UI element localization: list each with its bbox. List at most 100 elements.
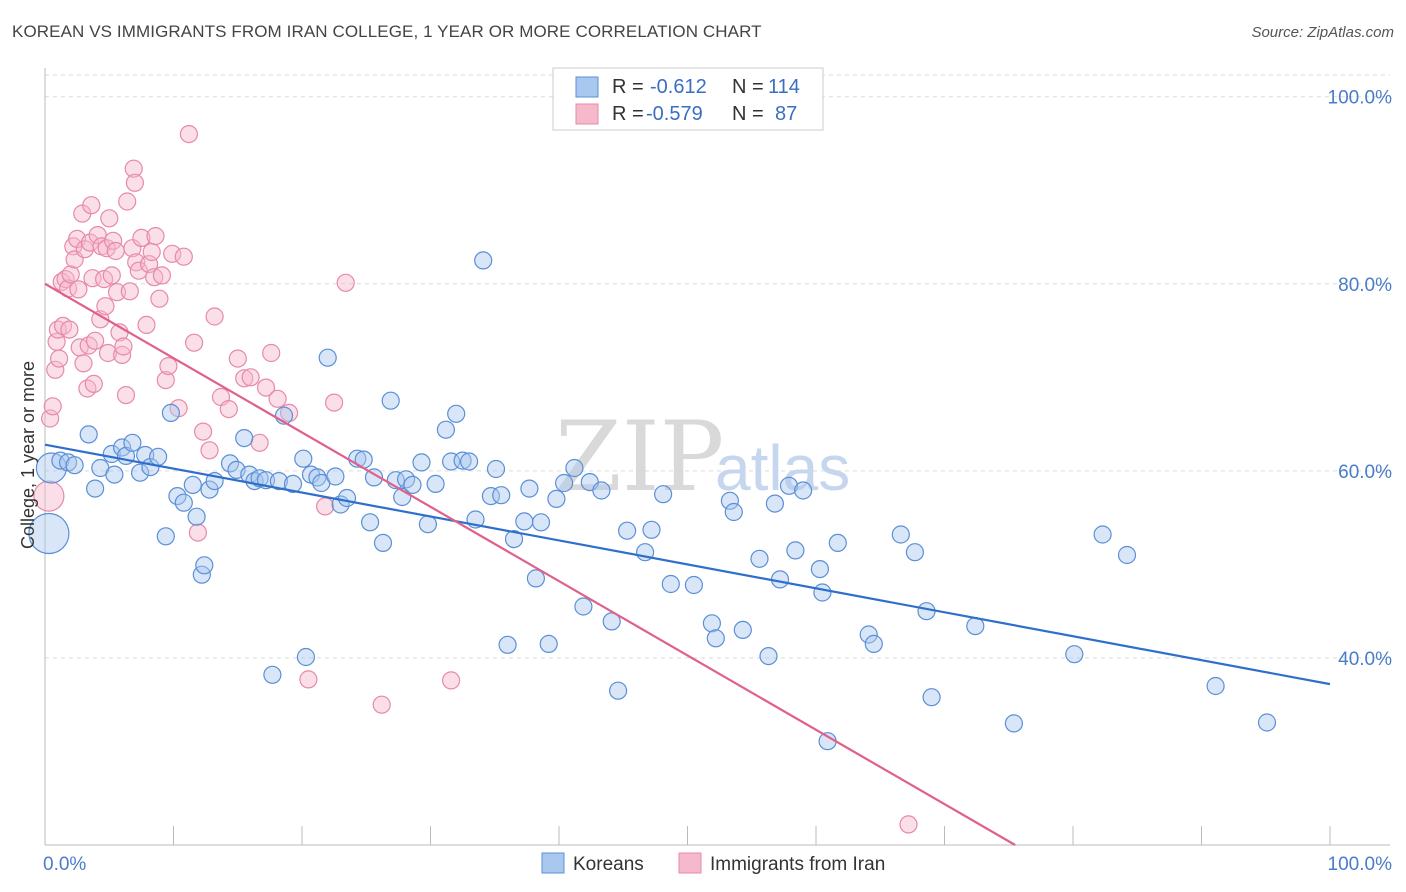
korean-point — [28, 512, 70, 555]
bottom-legend-swatch-koreans — [541, 852, 565, 874]
korean-point — [539, 634, 558, 654]
iran-point — [107, 283, 127, 302]
iran-point — [152, 266, 171, 285]
iran-point — [100, 209, 119, 228]
korean-point — [183, 475, 202, 494]
legend-r-label: R = — [612, 103, 644, 125]
korean-point — [828, 533, 847, 553]
korean-point — [79, 425, 98, 444]
korean-point — [381, 391, 400, 410]
iran-point — [78, 379, 97, 398]
korean-point — [361, 513, 380, 532]
legend-n-value-iran: 87 — [775, 103, 797, 125]
korean-point — [187, 507, 206, 526]
korean-point — [498, 635, 517, 654]
iran-point — [256, 378, 276, 397]
iran-point — [268, 389, 287, 408]
y-tick-label: 100.0% — [1328, 88, 1393, 109]
koreans-trend-line — [44, 443, 1331, 686]
correlation-legend: R = -0.612 N = 114 R = -0.579 N = 87 — [552, 67, 824, 131]
iran-point — [49, 349, 69, 368]
iran-point — [61, 265, 80, 284]
korean-point — [200, 480, 219, 499]
bottom-legend-iran: Immigrants from Iran — [710, 854, 885, 875]
korean-point — [554, 473, 574, 493]
korean-point — [283, 474, 303, 493]
korean-point — [720, 491, 740, 510]
x-tick-label: 0.0% — [43, 854, 86, 875]
korean-point — [531, 513, 551, 532]
iran-point — [316, 497, 335, 516]
korean-point — [642, 520, 661, 539]
iran-point — [336, 273, 355, 292]
korean-point — [492, 486, 511, 505]
korean-point — [296, 647, 315, 667]
iran-point — [142, 242, 161, 262]
y-tick-label: 80.0% — [1338, 275, 1392, 296]
korean-point — [1257, 713, 1277, 732]
iran-point — [114, 337, 133, 356]
korean-point — [702, 614, 722, 633]
iran-point — [137, 315, 156, 334]
iran-point — [194, 422, 213, 441]
x-tick-label: 100.0% — [1328, 854, 1393, 875]
source-note: Source: ZipAtlas.com — [1251, 24, 1394, 41]
korean-point — [779, 476, 799, 495]
legend-r-label: R = — [612, 76, 644, 98]
korean-point — [526, 569, 546, 588]
chart-title: KOREAN VS IMMIGRANTS FROM IRAN COLLEGE, … — [12, 22, 762, 41]
korean-point — [574, 597, 593, 616]
korean-point — [294, 449, 313, 468]
korean-point — [608, 681, 628, 700]
iran-point — [60, 320, 79, 339]
korean-point — [759, 646, 778, 666]
korean-point — [123, 433, 142, 452]
korean-point — [326, 467, 345, 486]
iran-point — [163, 244, 182, 263]
legend-swatch-iran — [575, 103, 599, 125]
korean-point — [859, 625, 878, 644]
legend-n-label: N = — [732, 103, 764, 125]
korean-point — [453, 451, 472, 470]
korean-point — [547, 489, 566, 508]
korean-point — [733, 620, 752, 640]
legend-r-value-koreans: -0.612 — [650, 76, 707, 98]
iran-point — [129, 261, 148, 280]
iran-point — [219, 400, 238, 419]
iran-point — [116, 386, 136, 405]
trend-lines — [44, 282, 1331, 846]
y-axis-label: College, 1 year or more — [18, 361, 38, 549]
korean-point — [917, 602, 936, 621]
iran-point — [185, 333, 204, 352]
korean-point — [765, 494, 785, 513]
iran-point — [84, 374, 103, 393]
iran-point — [174, 247, 193, 266]
axes — [44, 68, 1390, 846]
korean-point — [318, 348, 337, 367]
bottom-legend-koreans: Koreans — [573, 854, 644, 875]
korean-point — [474, 251, 493, 270]
korean-point — [684, 575, 704, 595]
korean-point — [364, 468, 384, 487]
korean-point — [412, 453, 431, 472]
iran-point — [125, 173, 144, 192]
korean-point — [617, 521, 637, 540]
korean-point — [403, 475, 422, 494]
iran-point — [200, 441, 219, 460]
korean-point — [235, 429, 254, 448]
iran-point — [33, 480, 65, 512]
iran-point — [150, 289, 169, 308]
iran-point — [156, 371, 175, 390]
iran-point — [82, 196, 101, 215]
iran-point — [179, 125, 198, 144]
tick-labels: 40.0% 60.0% 80.0% 100.0% 0.0% 100.0% — [43, 88, 1392, 875]
korean-point — [131, 463, 150, 482]
korean-point — [85, 479, 105, 498]
korean-point — [436, 420, 455, 439]
korean-point — [1004, 714, 1024, 733]
korean-point — [706, 629, 725, 648]
iran-point — [118, 192, 137, 211]
iran-point — [106, 241, 125, 261]
iran-point — [74, 354, 93, 373]
